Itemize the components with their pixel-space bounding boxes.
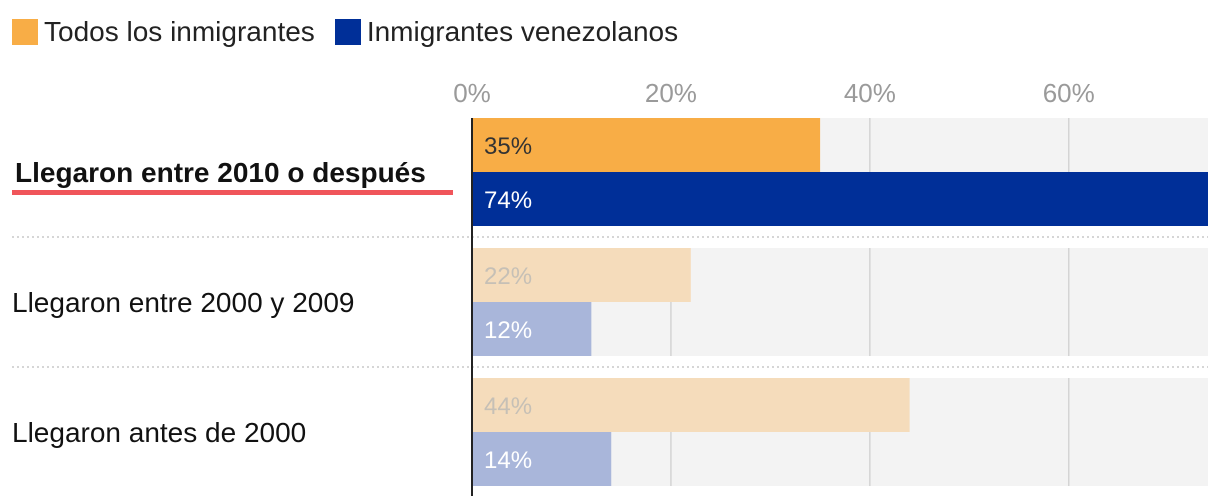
bar-0-1 — [472, 172, 1208, 226]
bar-label-1-0: 22% — [484, 263, 532, 290]
bar-label-2-1: 14% — [484, 447, 532, 474]
legend-label-venezuelan: Inmigrantes venezolanos — [366, 16, 679, 47]
bar-label-1-1: 12% — [484, 317, 532, 344]
tick-label-3: 60% — [1043, 78, 1095, 108]
bar-label-0-1: 74% — [484, 187, 532, 214]
tick-label-2: 40% — [844, 78, 896, 108]
bar-label-2-0: 44% — [484, 393, 532, 420]
tick-label-1: 20% — [645, 78, 697, 108]
bar-2-1 — [472, 432, 612, 486]
legend-swatch-venezuelan — [334, 19, 361, 45]
category-label-1: Llegaron entre 2000 y 2009 — [12, 287, 355, 318]
bar-1-1 — [472, 302, 592, 356]
category-label-2: Llegaron antes de 2000 — [12, 417, 306, 448]
category-label-0: Llegaron entre 2010 o después — [15, 157, 426, 188]
legend-item-venezuelan: Inmigrantes venezolanos — [334, 16, 679, 48]
legend: Todos los inmigrantes Inmigrantes venezo… — [12, 14, 698, 50]
bar-label-0-0: 35% — [484, 133, 532, 160]
legend-swatch-all — [12, 19, 38, 45]
highlight-underline — [12, 190, 453, 195]
legend-label-all: Todos los inmigrantes — [44, 16, 315, 47]
legend-item-all: Todos los inmigrantes — [12, 16, 315, 48]
bar-2-0 — [472, 378, 910, 432]
bar-1-0 — [472, 248, 691, 302]
tick-label-0: 0% — [453, 78, 491, 108]
bar-0-0 — [472, 118, 821, 172]
